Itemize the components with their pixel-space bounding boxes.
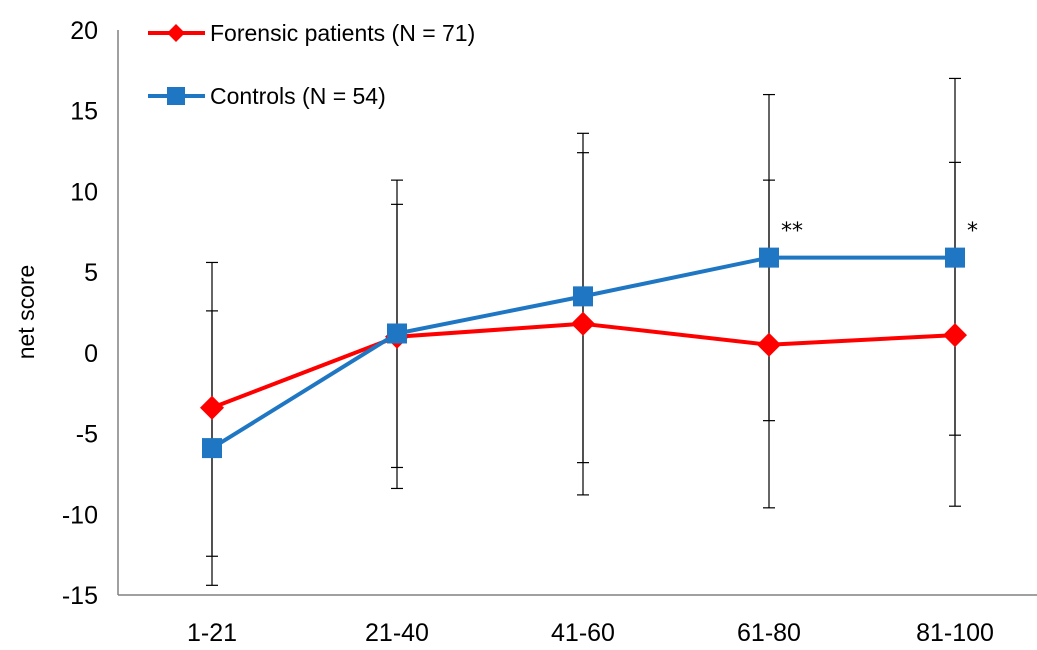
y-tick-label: -10 [62, 501, 98, 529]
series-markers [200, 247, 967, 459]
y-tick-label: 15 [70, 98, 98, 126]
x-tick-label: 81-100 [916, 619, 994, 647]
legend-label: Controls (N = 54) [210, 83, 386, 109]
x-tick-label: 61-80 [737, 619, 801, 647]
data-point [573, 286, 593, 307]
y-tick-label: 10 [70, 178, 98, 206]
y-tick-label: 5 [84, 259, 98, 287]
data-point [571, 311, 595, 336]
significance-mark: ** [781, 219, 803, 244]
data-point [943, 323, 967, 348]
y-tick-label: -5 [76, 421, 98, 449]
data-point [200, 395, 224, 420]
x-tick-label: 1-21 [187, 619, 237, 647]
significance-annotations: ** * [781, 219, 978, 244]
legend-marker [167, 24, 185, 42]
data-point [757, 332, 781, 357]
legend-marker [167, 87, 185, 105]
data-point [945, 247, 965, 268]
x-tick-label: 21-40 [365, 619, 429, 647]
axes: -15 -10 -5 0 5 10 15 20 1-21 21-40 41-60 61-80 81-10… [62, 17, 1037, 647]
y-axis-title: net score [13, 265, 39, 360]
y-tick-label: 20 [70, 17, 98, 45]
data-point [202, 438, 222, 459]
significance-mark: * [967, 219, 978, 244]
y-tick-label: -15 [62, 582, 98, 610]
y-tick-label: 0 [84, 340, 98, 368]
legend: Forensic patients (N = 71) Controls (N = … [148, 20, 475, 109]
data-point [387, 323, 407, 344]
data-point [759, 247, 779, 268]
x-tick-label: 41-60 [551, 619, 615, 647]
legend-label: Forensic patients (N = 71) [210, 20, 475, 46]
